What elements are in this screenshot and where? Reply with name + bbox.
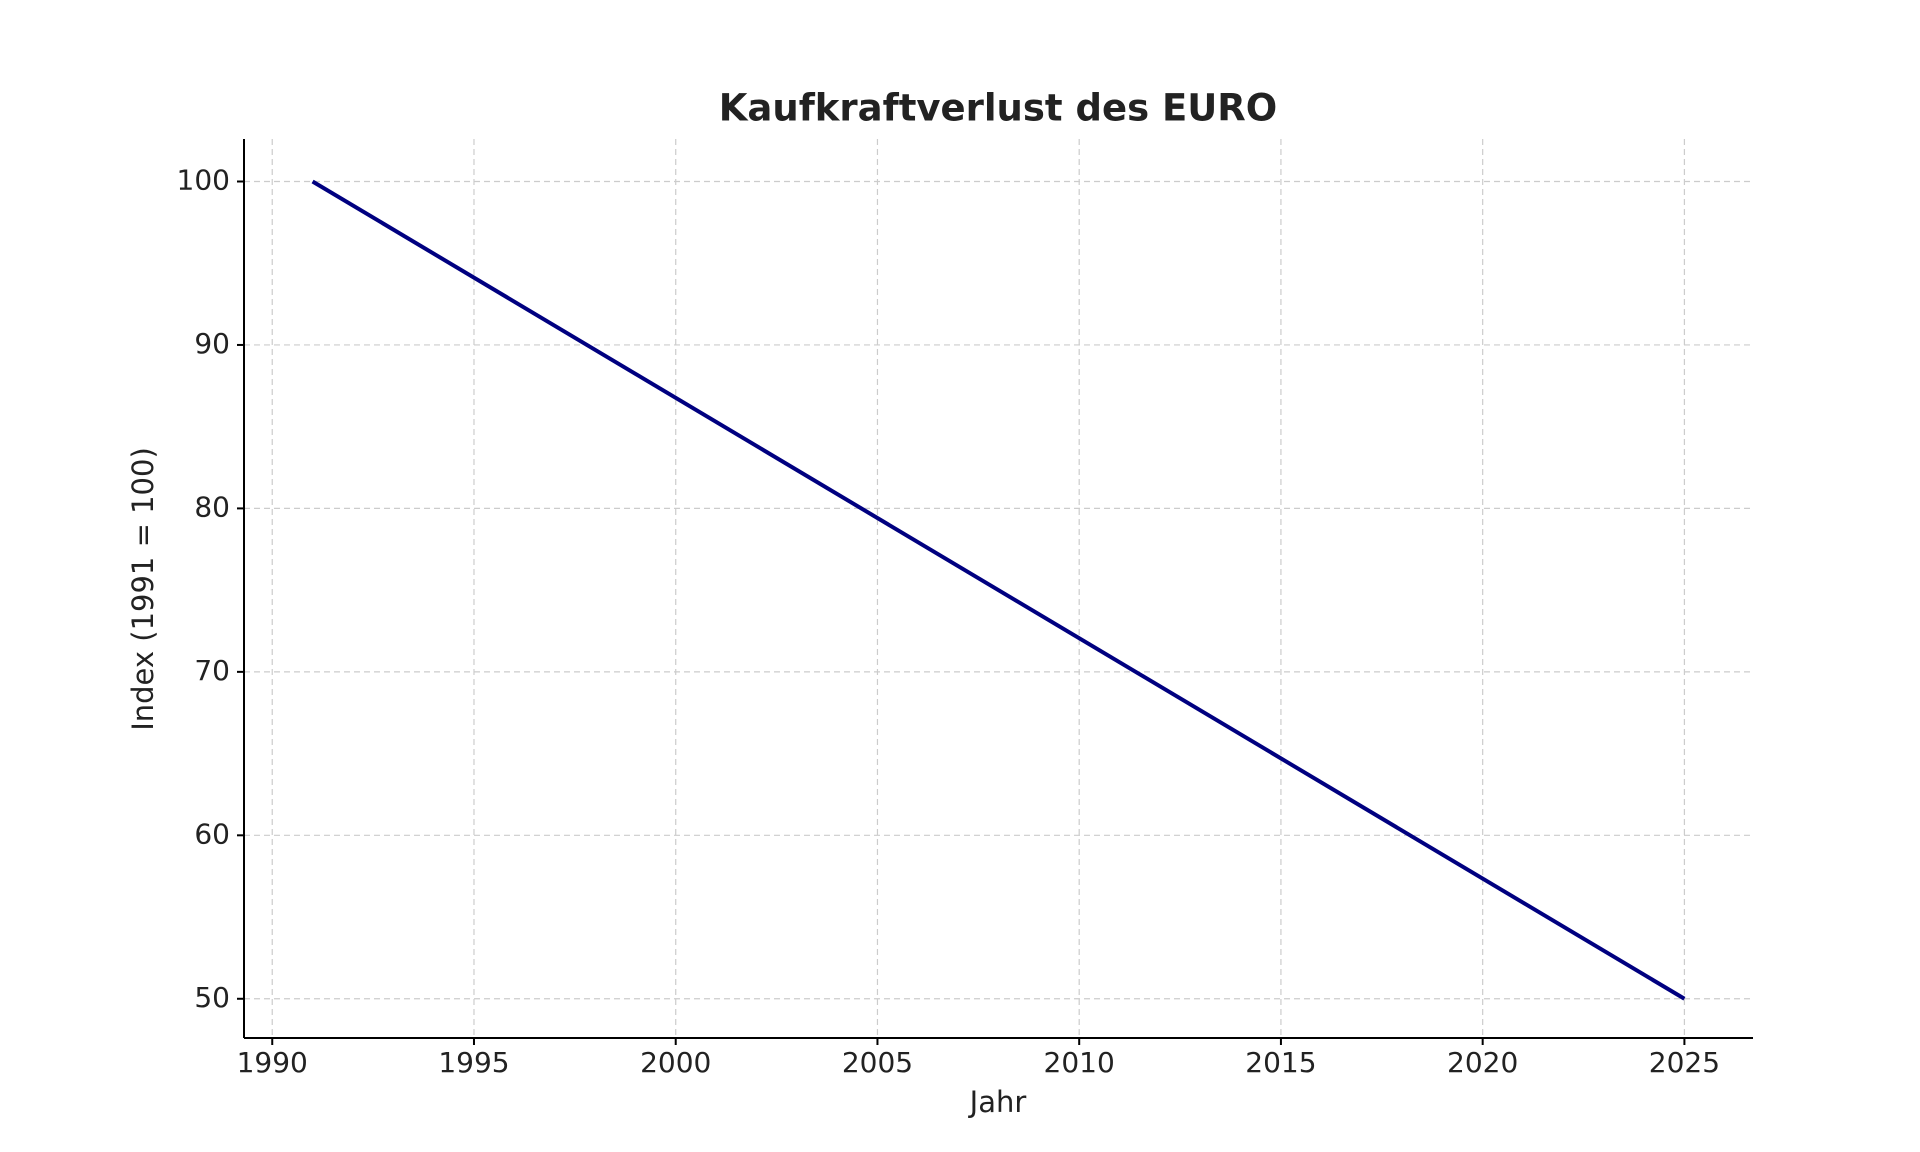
y-tick-label: 70 [194,654,230,687]
y-tick-label: 90 [194,327,230,360]
data-line [311,179,1686,1001]
x-tick-label: 1990 [237,1046,308,1079]
x-tick-label: 2020 [1447,1046,1518,1079]
chart-title: Kaufkraftverlust des EURO [719,87,1278,130]
y-tick-label: 80 [194,490,230,523]
x-tick-label: 2010 [1044,1046,1115,1079]
x-tick-label: 2000 [640,1046,711,1079]
x-tick-label: 1995 [438,1046,509,1079]
y-axis-label: Index (1991 = 100) [126,447,160,731]
y-tick-label: 60 [194,817,230,850]
x-tick-label: 2005 [842,1046,913,1079]
x-tick-label: 2015 [1245,1046,1316,1079]
y-tick-label: 50 [194,981,230,1014]
x-tick-label: 2025 [1649,1046,1720,1079]
x-axis-label: Jahr [968,1085,1027,1119]
y-tick-label: 100 [177,163,230,196]
